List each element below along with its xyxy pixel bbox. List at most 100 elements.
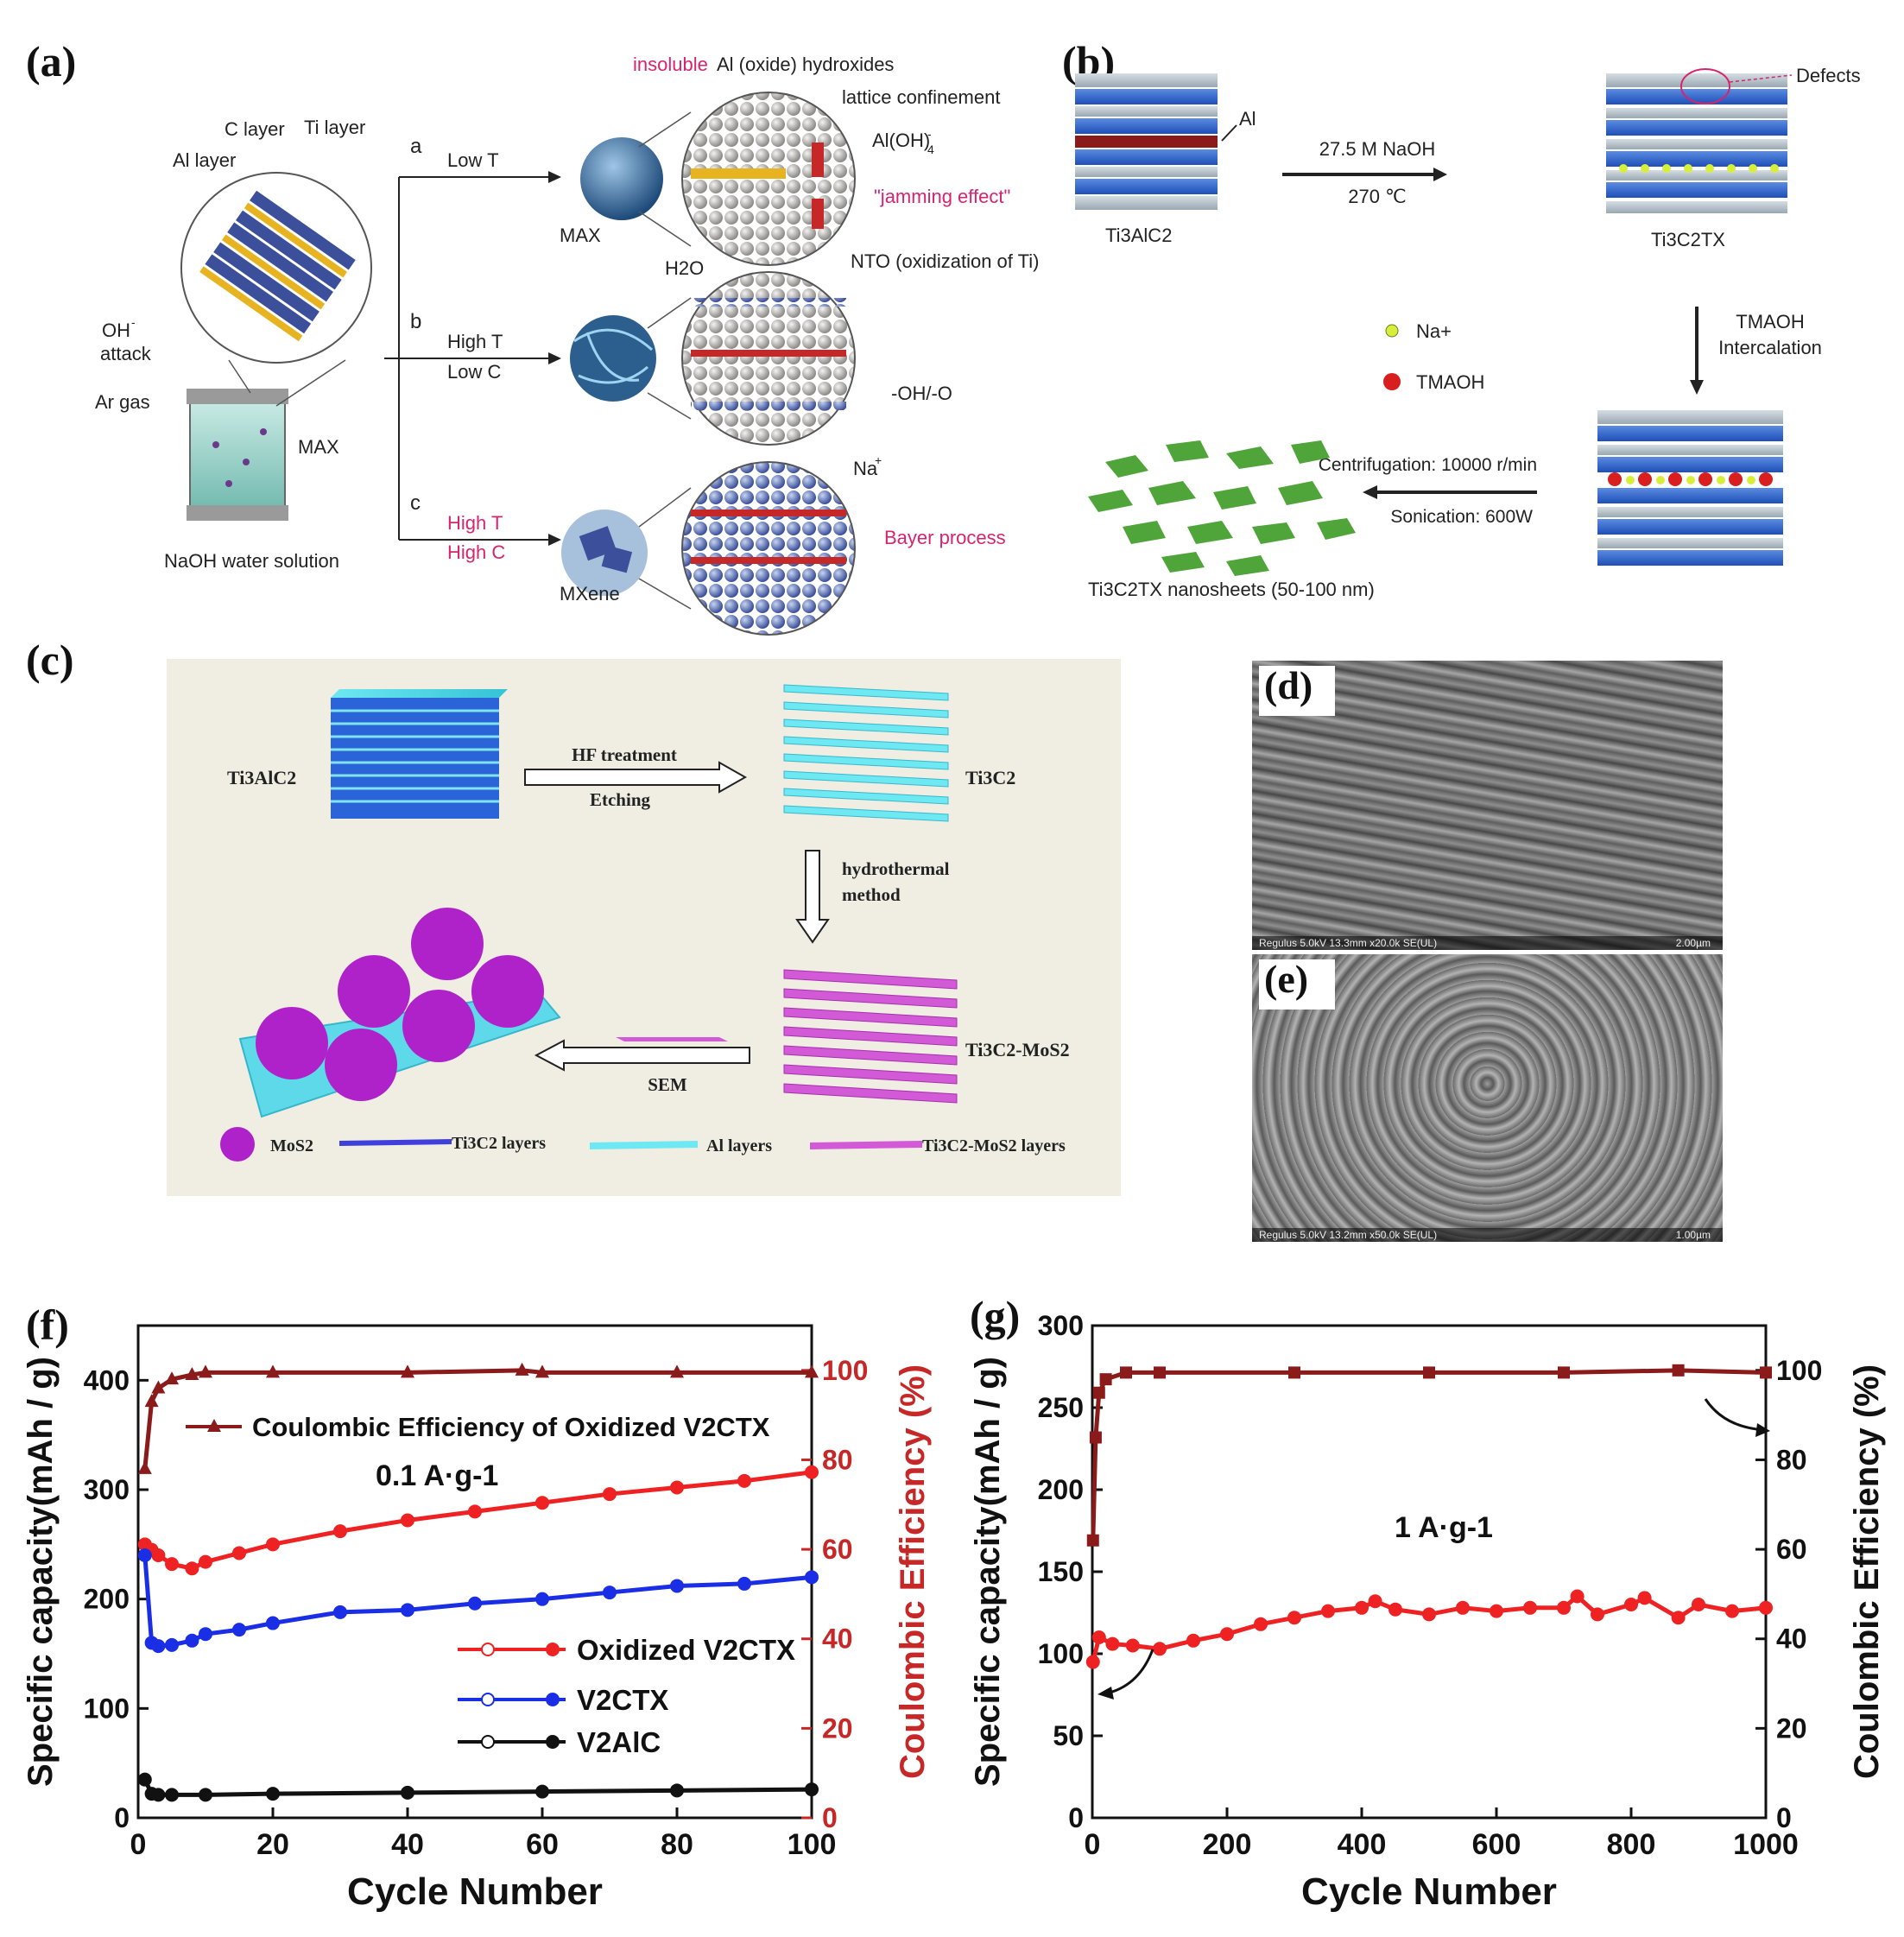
- legend-label: V2CTX: [577, 1684, 668, 1716]
- na-sup: +: [875, 453, 882, 467]
- insoluble-label: insoluble: [633, 54, 708, 75]
- oh-termination-label: -OH/-O: [891, 383, 952, 404]
- legend-ce-marker: [207, 1419, 221, 1432]
- oh-label: OH: [102, 320, 130, 341]
- defects-label: Defects: [1796, 65, 1861, 86]
- data-point: [333, 1524, 347, 1539]
- data-point: [535, 1496, 549, 1510]
- data-point: [535, 1592, 549, 1606]
- data-point: [1760, 1366, 1772, 1379]
- data-point: [805, 1570, 819, 1585]
- max-vessel-label: MAX: [298, 436, 339, 458]
- plot-frame: [1091, 1324, 1768, 1820]
- x-tick-label: 600: [1472, 1828, 1521, 1861]
- x-tick-label: 60: [526, 1828, 559, 1861]
- sem-image-e: (e) Regulus 5.0kV 13.2mm x50.0k SE(UL) 1…: [1252, 954, 1723, 1242]
- sem-image-d: (d) Regulus 5.0kV 13.3mm x20.0k SE(UL) 2…: [1252, 661, 1723, 950]
- data-point: [199, 1627, 212, 1642]
- data-point: [185, 1367, 199, 1380]
- y-tick-label: 150: [1038, 1556, 1084, 1587]
- panel-b-schematic: Al Ti3AlC2 27.5 M NaOH 270 ℃ Defects Ti3…: [1075, 65, 1861, 600]
- data-point: [151, 1548, 166, 1562]
- panel-c-schematic: Ti3AlC2 HF treatment Etching Ti3C2 hydro…: [220, 684, 1070, 1162]
- data-point: [1154, 1366, 1166, 1379]
- data-point: [144, 1394, 159, 1408]
- ti3c2-mos2-label: Ti3C2-MoS2: [965, 1039, 1070, 1060]
- data-point: [333, 1605, 347, 1619]
- legend-label: V2AlC: [577, 1726, 661, 1758]
- data-point: [266, 1537, 280, 1552]
- ti-layer-label: Ti layer: [304, 117, 365, 138]
- series-line: [143, 1470, 813, 1571]
- al-legend-label: Al layers: [706, 1136, 772, 1155]
- data-point: [1624, 1598, 1638, 1611]
- hf-treatment-label: HF treatment: [572, 744, 677, 765]
- x-axis-title: Cycle Number: [347, 1871, 603, 1913]
- data-point: [165, 1371, 179, 1385]
- rate-label: 1 A·g-1: [1395, 1511, 1493, 1544]
- c-layer-label: C layer: [225, 118, 285, 140]
- data-point: [1288, 1366, 1300, 1379]
- series-line: [1091, 1593, 1767, 1663]
- data-point: [137, 1460, 152, 1474]
- y-axis-title: Specific capacity(mAh / g): [22, 1357, 60, 1787]
- hydroxides-label: Al (oxide) hydroxides: [717, 54, 894, 75]
- sem-label: SEM: [648, 1074, 687, 1095]
- data-point: [1672, 1364, 1685, 1377]
- data-point: [515, 1362, 529, 1376]
- y-axis-title: Specific capacity(mAh / g): [969, 1357, 1007, 1787]
- data-point: [468, 1504, 482, 1519]
- sem-e-footer: Regulus 5.0kV 13.2mm x50.0k SE(UL): [1259, 1229, 1438, 1241]
- y-tick-label: 100: [1038, 1638, 1084, 1669]
- ti3alc2-label: Ti3AlC2: [1105, 225, 1172, 246]
- data-point: [137, 1772, 152, 1787]
- y2-tick-label: 40: [1776, 1624, 1807, 1655]
- data-point: [165, 1557, 179, 1572]
- data-point: [185, 1561, 199, 1576]
- ti3c2-label: Ti3C2: [965, 767, 1015, 788]
- data-point: [1570, 1589, 1585, 1604]
- mos2-legend-marker: [220, 1127, 255, 1162]
- data-point: [1558, 1366, 1570, 1379]
- data-point: [1759, 1600, 1773, 1615]
- legend-marker-filled: [546, 1643, 560, 1656]
- y2-tick-label: 20: [822, 1712, 853, 1744]
- x-tick-label: 40: [391, 1828, 424, 1861]
- data-point: [1153, 1642, 1167, 1656]
- x-tick-label: 0: [130, 1828, 147, 1861]
- data-point: [266, 1616, 280, 1630]
- data-point: [1456, 1600, 1470, 1615]
- y2-tick-label: 80: [1776, 1444, 1807, 1475]
- data-point: [1091, 1630, 1106, 1644]
- sem-arrow: [534, 1039, 750, 1072]
- lattice-confinement-label: lattice confinement: [842, 86, 1000, 108]
- data-point: [199, 1788, 212, 1802]
- data-point: [1591, 1607, 1604, 1622]
- ar-gas-label: Ar gas: [95, 391, 150, 413]
- ti3alc2-stack: [1075, 73, 1218, 210]
- nanosheets-label: Ti3C2TX nanosheets (50-100 nm): [1088, 579, 1375, 600]
- intercalated-stack: [1597, 410, 1783, 566]
- tmaoh-step-label: TMAOH: [1736, 311, 1804, 332]
- max-sphere: [580, 137, 663, 220]
- sonication-label: Sonication: 600W: [1390, 507, 1533, 527]
- ti3c2-mos2-legend-label: Ti3C2-MoS2 layers: [922, 1136, 1066, 1155]
- panel-label-c: (c): [26, 636, 74, 684]
- chart-f: 0 20 40 60 80 1000100200300400020406080100Cyc…: [22, 1324, 932, 1913]
- data-point: [151, 1788, 166, 1802]
- y2-tick-label: 0: [1776, 1802, 1792, 1833]
- lattice-zoom-b: [681, 271, 856, 446]
- legend-marker-open: [481, 1735, 495, 1749]
- ce-axis-arrow: [1704, 1398, 1758, 1431]
- data-point: [232, 1623, 246, 1637]
- panel-label-a: (a): [26, 37, 77, 85]
- ti3c2-legend-label: Ti3C2 layers: [452, 1134, 546, 1153]
- plot-frame: [136, 1324, 813, 1820]
- data-point: [401, 1364, 414, 1378]
- autoclave-vessel: [187, 389, 288, 521]
- y2-tick-label: 0: [822, 1802, 838, 1833]
- aloh4-sup: -: [927, 127, 932, 141]
- data-point: [737, 1473, 751, 1488]
- x-axis-title: Cycle Number: [1301, 1871, 1557, 1913]
- y2-tick-label: 100: [1776, 1355, 1822, 1386]
